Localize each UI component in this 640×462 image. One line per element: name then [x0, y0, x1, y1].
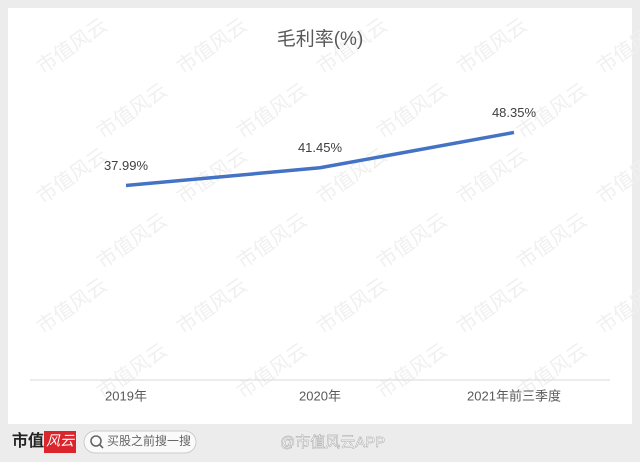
data-label: 37.99%	[104, 158, 149, 173]
brand-badge-text: 风云	[46, 433, 75, 449]
search-box[interactable]	[83, 430, 197, 454]
weibo-text: @市值风云APP	[280, 434, 385, 451]
x-tick-label: 2019年	[105, 388, 147, 403]
line	[125, 130, 515, 188]
data-label: 41.45%	[298, 140, 343, 155]
plot: 2019年 2020年 2021年前三季度 37.99% 41.45% 48.35%	[104, 105, 561, 404]
brand: 市值	[12, 431, 44, 450]
x-tick-label: 2020年	[299, 388, 341, 403]
panel	[8, 8, 632, 424]
data-label: 48.35%	[492, 105, 537, 120]
chart-title: 毛利率(%)	[277, 28, 364, 50]
search-icon	[90, 435, 102, 447]
brand-badge	[44, 431, 76, 453]
search-icon-handle	[98, 443, 104, 449]
search-text: 买股之前搜一搜	[107, 433, 191, 448]
x-tick-label: 2021年前三季度	[467, 388, 561, 403]
